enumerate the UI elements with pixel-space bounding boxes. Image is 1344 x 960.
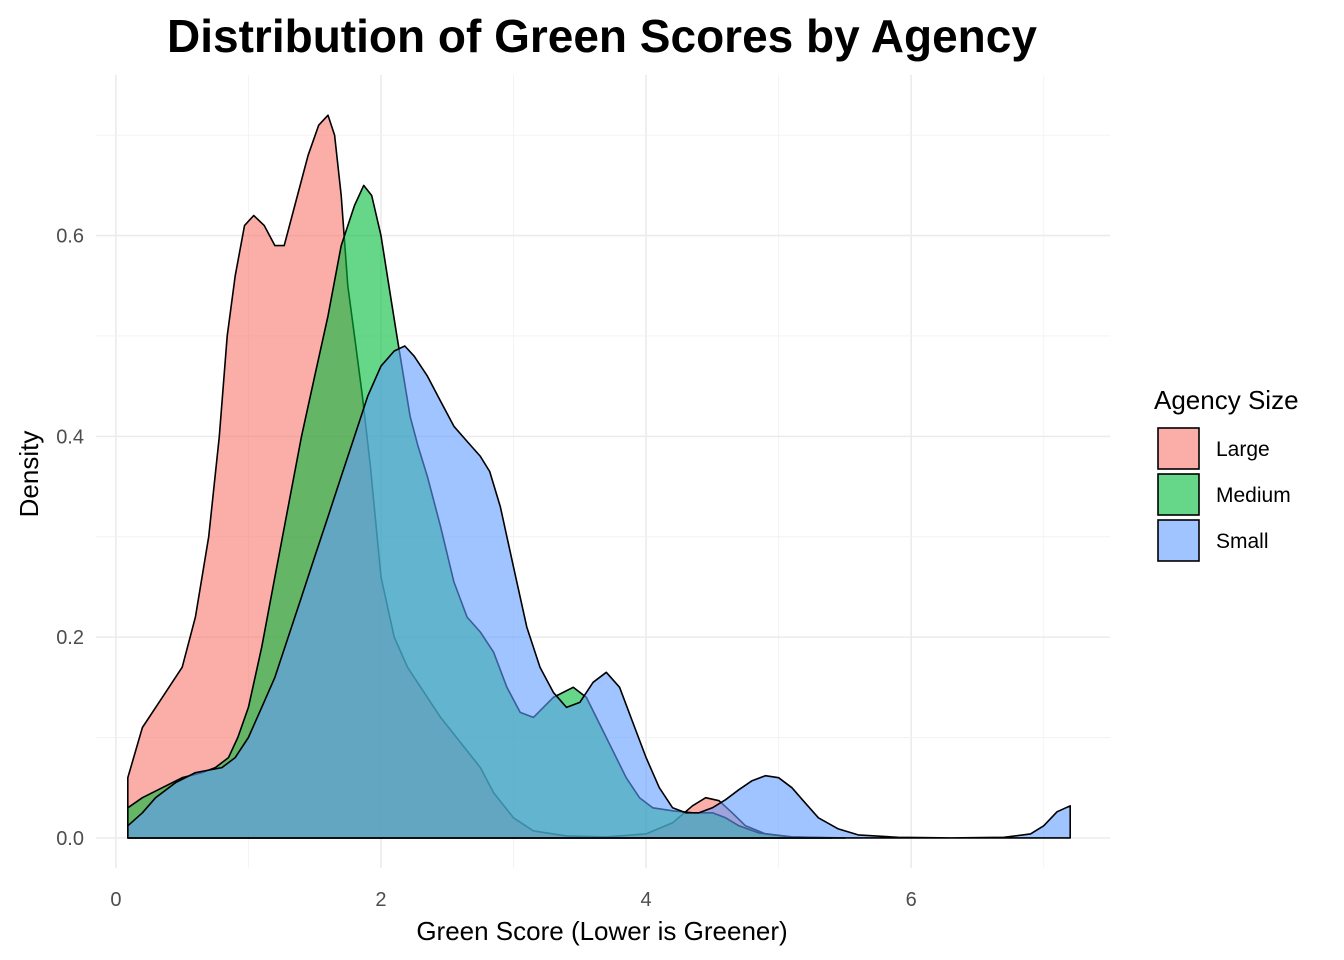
x-tick-label: 4 xyxy=(641,889,652,911)
x-tick-label: 2 xyxy=(375,889,386,911)
legend: Agency Size Large Medium Small xyxy=(1154,385,1299,562)
legend-key-large xyxy=(1157,427,1200,470)
chart-title: Distribution of Green Scores by Agency xyxy=(167,10,1037,62)
y-tick-label: 0.0 xyxy=(56,828,84,850)
y-tick-labels: 0.0 0.2 0.4 0.6 xyxy=(56,226,84,850)
x-axis-title: Green Score (Lower is Greener) xyxy=(416,916,787,946)
legend-label-small: Small xyxy=(1216,530,1269,553)
legend-label-medium: Medium xyxy=(1216,484,1291,507)
density-areas xyxy=(127,114,1071,839)
density-area-small xyxy=(127,345,1071,839)
y-tick-label: 0.4 xyxy=(56,426,84,448)
x-tick-labels: 0 2 4 6 xyxy=(110,889,916,911)
legend-key-small xyxy=(1157,519,1200,562)
y-tick-label: 0.6 xyxy=(56,226,84,248)
legend-title: Agency Size xyxy=(1154,385,1299,415)
x-tick-label: 6 xyxy=(906,889,917,911)
y-tick-label: 0.2 xyxy=(56,627,84,649)
legend-key-medium xyxy=(1157,473,1200,516)
x-tick-label: 0 xyxy=(110,889,121,911)
y-axis-title: Density xyxy=(14,431,44,518)
legend-label-large: Large xyxy=(1216,438,1270,461)
